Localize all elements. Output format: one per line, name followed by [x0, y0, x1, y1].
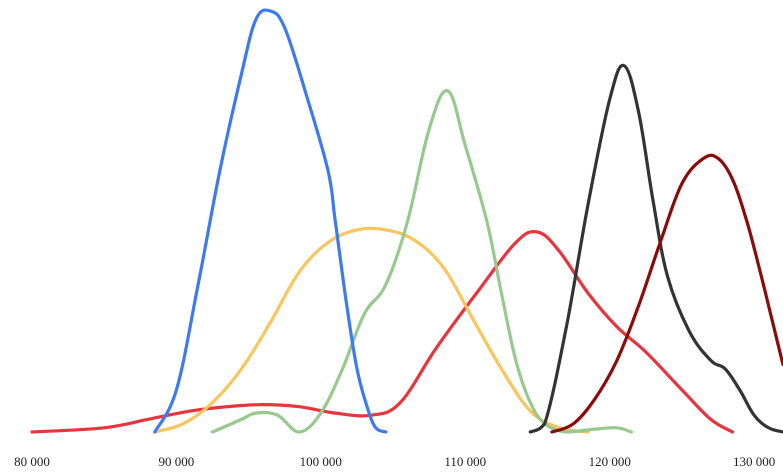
density-curve-4: [153, 8, 388, 434]
density-curve-2: [153, 226, 590, 434]
x-tick-label: 120 000: [589, 454, 631, 469]
density-curve-5: [528, 63, 783, 434]
curves-layer: [30, 8, 783, 434]
density-curve-1: [30, 229, 735, 434]
x-axis-tick-labels: 80 000 90 000 100 000 110 000 120 000 130 000: [14, 454, 775, 469]
x-tick-label: 130 000: [733, 454, 775, 469]
density-curve-6: [550, 153, 783, 434]
x-tick-label: 80 000: [14, 454, 50, 469]
density-curve-3: [210, 89, 633, 434]
x-tick-label: 100 000: [300, 454, 342, 469]
x-tick-label: 90 000: [159, 454, 195, 469]
x-tick-label: 110 000: [444, 454, 486, 469]
